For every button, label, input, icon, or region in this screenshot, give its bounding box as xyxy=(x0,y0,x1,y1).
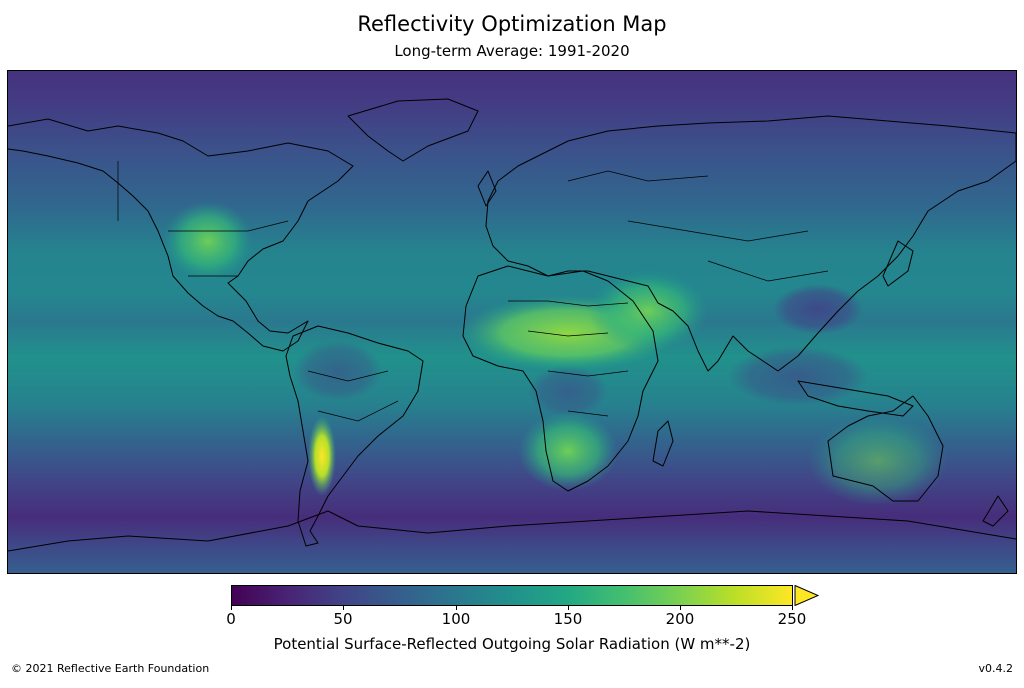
colorbar-tick-label: 200 xyxy=(665,610,695,628)
map-title: Reflectivity Optimization Map xyxy=(357,12,667,36)
coastline-british-isles xyxy=(477,170,497,207)
colorbar-tick-label: 250 xyxy=(777,610,807,628)
colorbar xyxy=(231,585,793,606)
colorbar-tick-label: 100 xyxy=(441,610,471,628)
coastline-north-america xyxy=(8,118,354,352)
country-borders xyxy=(117,161,829,422)
colorbar-tick xyxy=(456,605,457,610)
coastlines xyxy=(8,98,1016,552)
colorbar-label: Potential Surface-Reflected Outgoing Sol… xyxy=(273,635,751,653)
colorbar-tick-label: 150 xyxy=(553,610,583,628)
coastline-madagascar xyxy=(652,420,674,467)
world-map-svg xyxy=(8,71,1016,573)
coastline-japan xyxy=(882,240,914,287)
colorbar-tick-label: 0 xyxy=(226,610,236,628)
coastline-australia xyxy=(827,395,944,502)
coastline-greenland xyxy=(347,98,479,162)
coastline-new-zealand xyxy=(982,495,1009,527)
map-subtitle: Long-term Average: 1991-2020 xyxy=(394,42,630,60)
coastline-south-america xyxy=(285,325,424,547)
copyright-text: © 2021 Reflective Earth Foundation xyxy=(11,662,210,675)
coastline-eurasia xyxy=(485,115,1016,372)
coastline-antarctica xyxy=(8,510,1016,552)
coastline-africa xyxy=(462,265,659,492)
colorbar-tick xyxy=(231,605,232,610)
field-highlights xyxy=(163,201,948,506)
version-text: v0.4.2 xyxy=(978,662,1014,675)
coastline-maritime xyxy=(797,380,914,417)
colorbar-tick xyxy=(792,605,793,610)
colorbar-tick xyxy=(343,605,344,610)
colorbar-tick-label: 50 xyxy=(333,610,353,628)
colorbar-tick xyxy=(568,605,569,610)
colorbar-tick xyxy=(680,605,681,610)
colorbar-extend-arrow xyxy=(794,585,820,606)
world-map xyxy=(7,70,1017,574)
